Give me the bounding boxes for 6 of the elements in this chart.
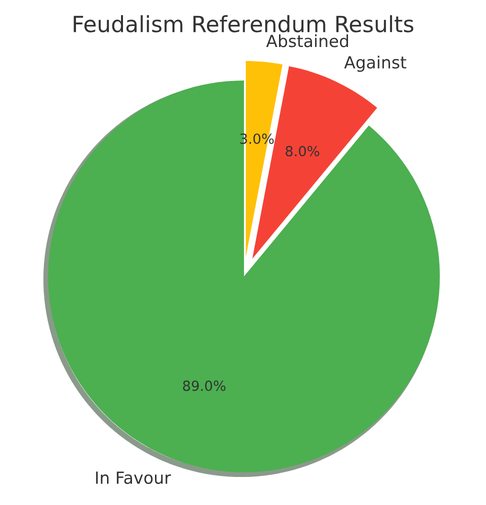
data-label: 89.0% [183,380,226,392]
slice-label: In Favour [96,472,171,484]
slice-label: Against [344,56,406,72]
chart-title: Feudalism Referendum Results [74,15,414,32]
data-label: 8.0% [286,146,320,156]
slice-label: Abstained [266,34,348,48]
